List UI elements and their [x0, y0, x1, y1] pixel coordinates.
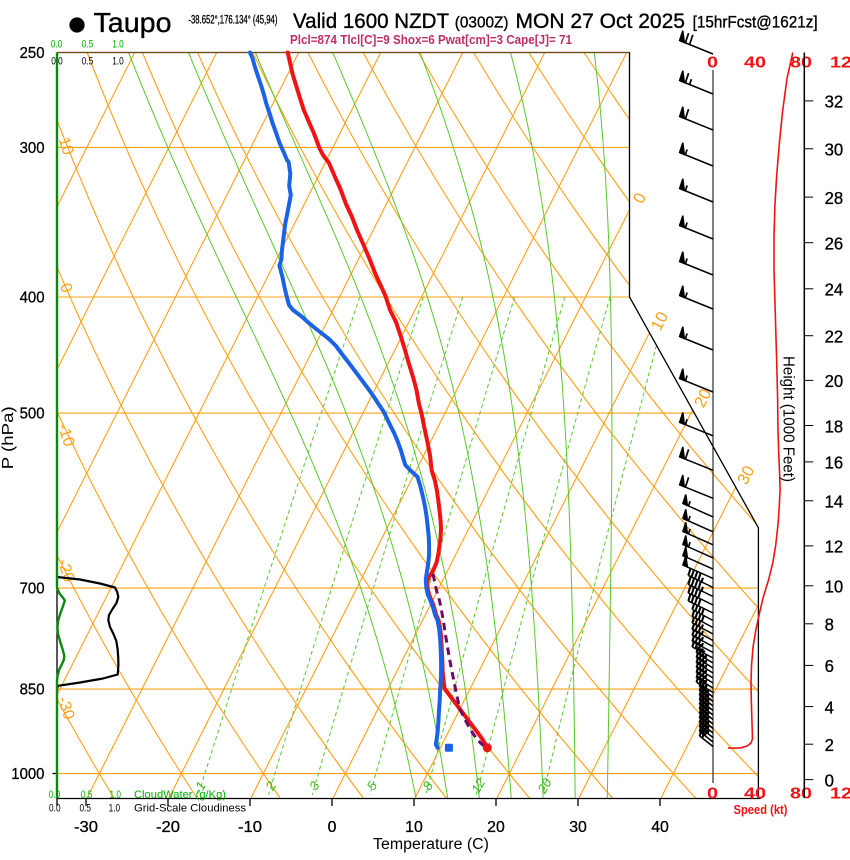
- svg-text:120: 120: [830, 55, 850, 72]
- svg-text:-10: -10: [238, 819, 262, 836]
- svg-text:0.0: 0.0: [49, 803, 61, 815]
- svg-text:P (hPa): P (hPa): [0, 406, 17, 469]
- svg-text:10: 10: [825, 577, 844, 597]
- svg-text:Temperature (C): Temperature (C): [373, 836, 489, 853]
- svg-text:0: 0: [328, 819, 337, 836]
- svg-text:Height (1000 Feet): Height (1000 Feet): [780, 356, 797, 482]
- svg-text:(0300Z): (0300Z): [455, 15, 509, 32]
- svg-text:0: 0: [825, 770, 835, 790]
- svg-text:20: 20: [487, 819, 505, 836]
- svg-text:40: 40: [651, 819, 669, 836]
- svg-text:22: 22: [825, 327, 844, 347]
- svg-text:16: 16: [825, 453, 844, 473]
- svg-text:-30: -30: [54, 695, 77, 722]
- svg-text:850: 850: [20, 682, 45, 699]
- svg-text:20: 20: [534, 775, 555, 797]
- svg-text:-38.652°,176.134° (45,94): -38.652°,176.134° (45,94): [188, 15, 277, 27]
- svg-text:1.0: 1.0: [112, 39, 124, 51]
- svg-text:1.0: 1.0: [112, 56, 124, 68]
- svg-text:Taupo: Taupo: [94, 7, 172, 38]
- svg-text:26: 26: [825, 234, 844, 254]
- svg-text:Grid-Scale Cloudiness: Grid-Scale Cloudiness: [134, 803, 247, 815]
- svg-text:[15hrFcst@1621z]: [15hrFcst@1621z]: [693, 14, 818, 32]
- svg-text:2: 2: [825, 735, 834, 755]
- svg-text:24: 24: [825, 280, 844, 300]
- svg-text:250: 250: [20, 45, 45, 62]
- svg-text:Plcl=874 Tlcl[C]=9 Shox=6 Pwat: Plcl=874 Tlcl[C]=9 Shox=6 Pwat[cm]=3 Cap…: [290, 33, 572, 47]
- svg-text:18: 18: [825, 416, 844, 436]
- svg-text:MON 27 Oct 2025: MON 27 Oct 2025: [516, 10, 686, 33]
- svg-text:10: 10: [55, 135, 77, 157]
- svg-text:0.5: 0.5: [82, 39, 94, 51]
- svg-text:6: 6: [825, 656, 834, 676]
- svg-text:30: 30: [569, 819, 587, 836]
- svg-text:500: 500: [20, 406, 45, 423]
- svg-text:28: 28: [825, 188, 844, 208]
- svg-text:0.5: 0.5: [81, 789, 93, 801]
- svg-text:Valid 1600 NZDT: Valid 1600 NZDT: [293, 10, 449, 33]
- svg-text:30: 30: [825, 140, 844, 160]
- svg-text:32: 32: [825, 92, 844, 112]
- svg-text:0.5: 0.5: [82, 56, 94, 68]
- svg-text:-20: -20: [156, 819, 180, 836]
- svg-text:CloudWater (g/Kg): CloudWater (g/Kg): [134, 789, 226, 801]
- svg-text:300: 300: [20, 140, 45, 157]
- svg-text:700: 700: [20, 581, 45, 598]
- svg-text:1.0: 1.0: [109, 789, 121, 801]
- svg-text:10: 10: [405, 819, 423, 836]
- svg-text:40: 40: [744, 786, 766, 803]
- svg-text:12: 12: [825, 537, 844, 557]
- svg-text:80: 80: [790, 55, 812, 72]
- svg-text:Speed (kt): Speed (kt): [734, 803, 788, 817]
- svg-text:14: 14: [825, 492, 844, 512]
- svg-text:400: 400: [20, 290, 45, 307]
- svg-text:40: 40: [744, 55, 766, 72]
- svg-text:120: 120: [830, 786, 850, 803]
- svg-text:4: 4: [825, 697, 835, 717]
- svg-text:0.0: 0.0: [49, 789, 61, 801]
- svg-text:1.0: 1.0: [109, 803, 121, 815]
- svg-text:20: 20: [825, 371, 844, 391]
- svg-text:0: 0: [707, 55, 718, 72]
- svg-text:-10: -10: [54, 422, 77, 449]
- svg-text:-30: -30: [74, 819, 98, 836]
- svg-text:1000: 1000: [11, 766, 44, 783]
- svg-text:8: 8: [825, 615, 834, 635]
- svg-text:0.0: 0.0: [51, 39, 63, 51]
- svg-text:80: 80: [790, 786, 812, 803]
- svg-text:0.5: 0.5: [79, 803, 91, 815]
- svg-text:0: 0: [707, 786, 718, 803]
